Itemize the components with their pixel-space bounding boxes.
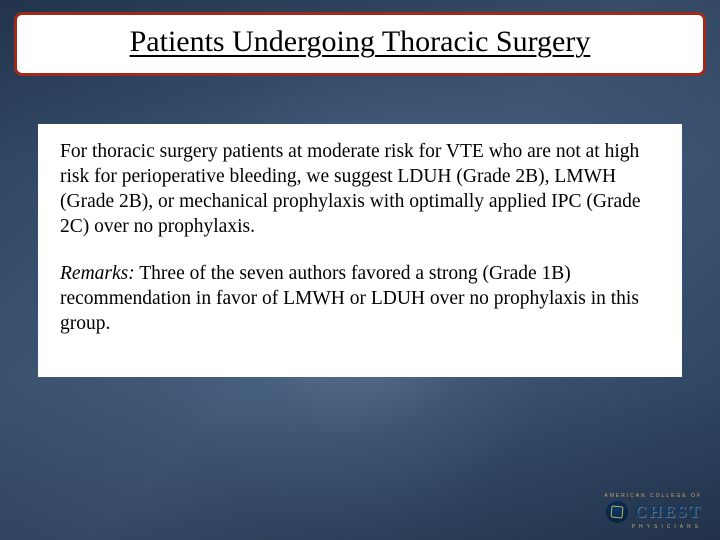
slide-container: Patients Undergoing Thoracic Surgery For…	[0, 0, 720, 540]
logo-top-line: AMERICAN COLLEGE OF	[604, 493, 702, 499]
logo-main-row: CHEST	[606, 501, 702, 523]
title-bar: Patients Undergoing Thoracic Surgery	[14, 12, 706, 76]
logo-mark-icon	[606, 501, 628, 523]
remarks-text: Three of the seven authors favored a str…	[60, 263, 639, 334]
slide-title: Patients Undergoing Thoracic Surgery	[130, 25, 591, 58]
remarks-label: Remarks:	[60, 263, 135, 284]
remarks-paragraph: Remarks: Three of the seven authors favo…	[60, 262, 660, 337]
recommendation-paragraph: For thoracic surgery patients at moderat…	[60, 140, 660, 240]
body-text-box: For thoracic surgery patients at moderat…	[38, 124, 682, 377]
logo-sub-line: PHYSICIANS	[632, 524, 702, 530]
logo-word: CHEST	[634, 502, 702, 522]
chest-logo: AMERICAN COLLEGE OF CHEST PHYSICIANS	[604, 493, 702, 530]
